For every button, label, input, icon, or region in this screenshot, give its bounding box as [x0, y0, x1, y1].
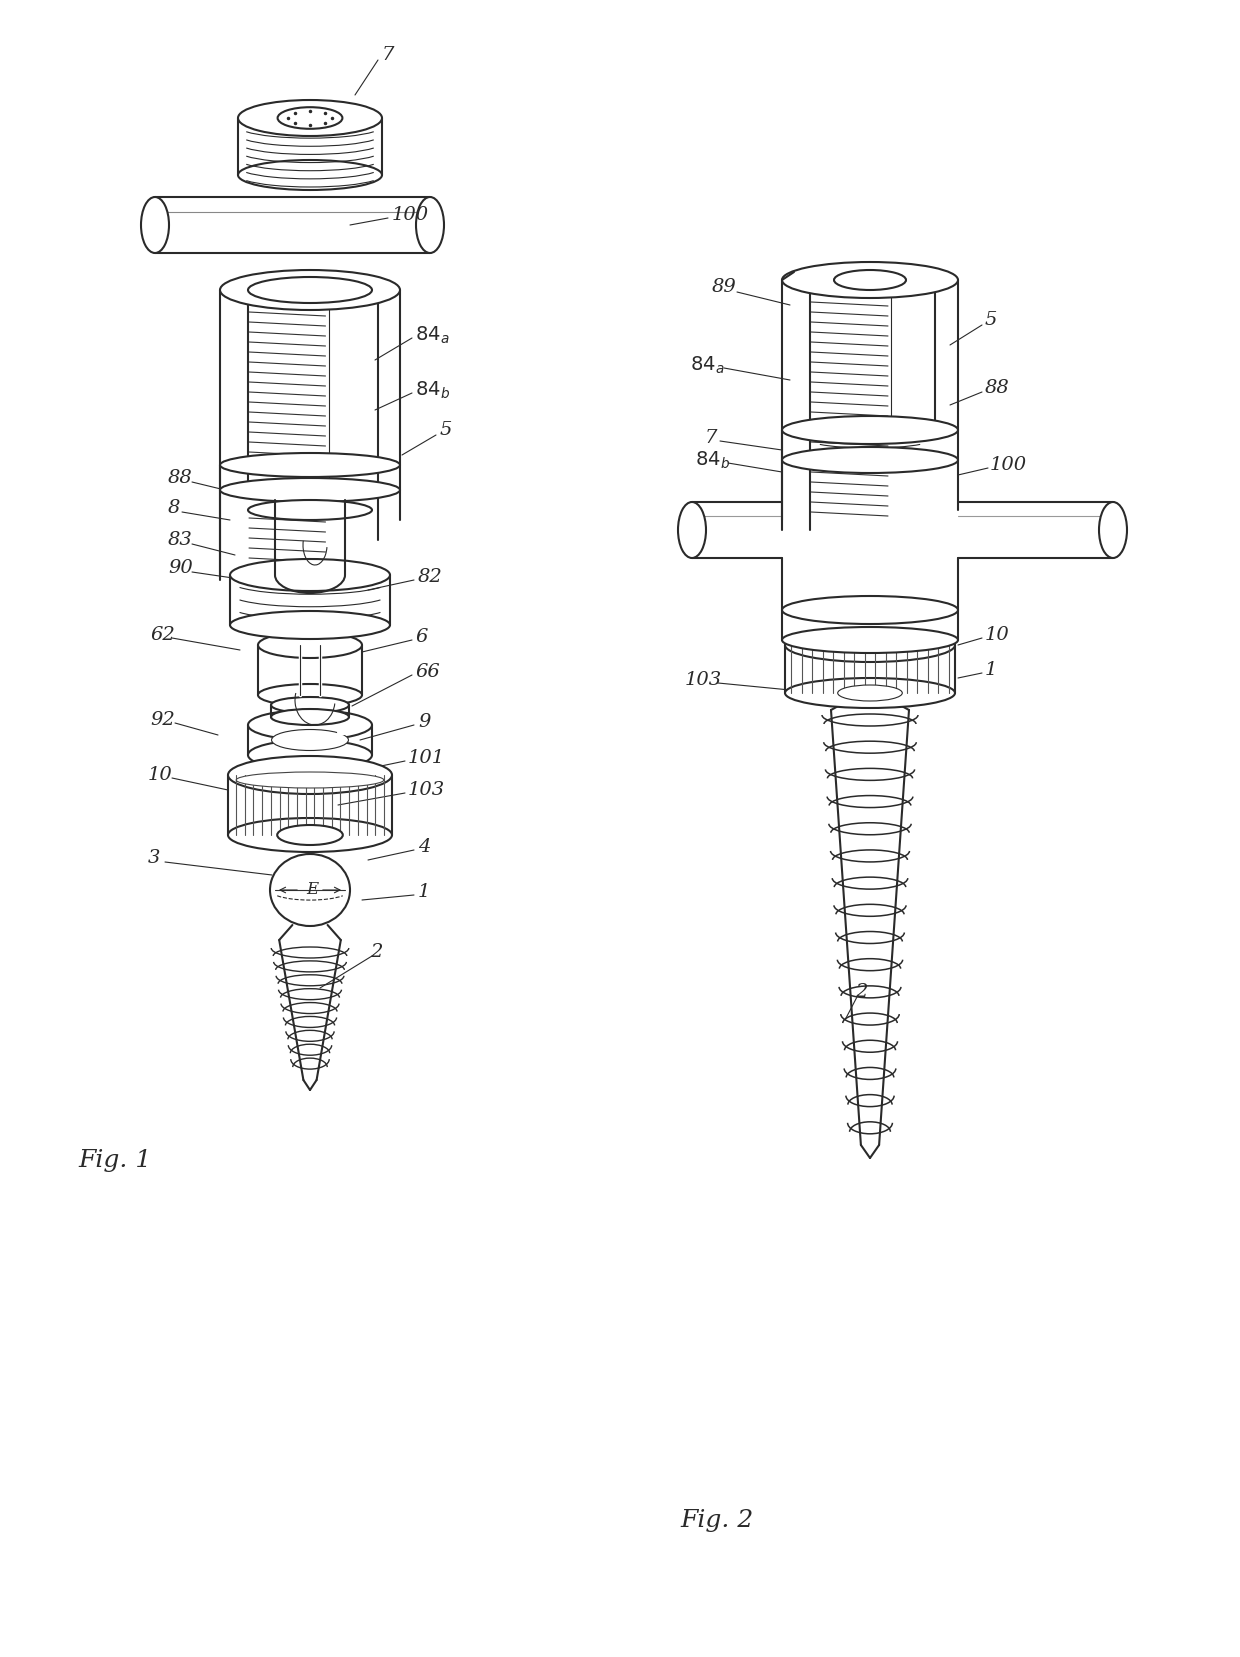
Text: 103: 103: [684, 671, 722, 689]
Text: 5: 5: [440, 421, 453, 439]
Ellipse shape: [219, 477, 401, 502]
Ellipse shape: [782, 447, 959, 472]
Ellipse shape: [141, 197, 169, 254]
Ellipse shape: [228, 819, 392, 852]
Ellipse shape: [785, 678, 955, 708]
Ellipse shape: [782, 416, 959, 444]
Ellipse shape: [782, 262, 959, 298]
Ellipse shape: [278, 825, 342, 845]
Text: Fig. 1: Fig. 1: [78, 1148, 151, 1171]
Ellipse shape: [838, 684, 903, 701]
Ellipse shape: [248, 500, 372, 520]
Text: 7: 7: [706, 429, 718, 447]
Ellipse shape: [248, 709, 372, 741]
Ellipse shape: [782, 597, 959, 625]
Ellipse shape: [415, 197, 444, 254]
Ellipse shape: [248, 277, 372, 303]
Text: 6: 6: [415, 628, 428, 646]
Ellipse shape: [258, 631, 362, 658]
Text: Fig. 2: Fig. 2: [680, 1508, 753, 1531]
Ellipse shape: [835, 270, 906, 290]
Text: 1: 1: [985, 661, 997, 679]
Ellipse shape: [238, 99, 382, 136]
Ellipse shape: [229, 558, 391, 592]
Text: $84_b$: $84_b$: [415, 379, 450, 401]
Ellipse shape: [236, 772, 384, 789]
Text: 88: 88: [985, 379, 1009, 398]
Text: 62: 62: [150, 626, 175, 645]
Ellipse shape: [229, 611, 391, 640]
Ellipse shape: [272, 729, 348, 751]
Text: 66: 66: [415, 663, 440, 681]
Text: 2: 2: [370, 943, 382, 961]
Text: $84_a$: $84_a$: [415, 325, 449, 346]
Text: 90: 90: [167, 558, 192, 577]
Text: 7: 7: [382, 46, 394, 65]
Text: 3: 3: [148, 848, 160, 867]
Text: 92: 92: [150, 711, 175, 729]
Text: 5: 5: [985, 312, 997, 330]
Text: $84_a$: $84_a$: [689, 355, 724, 376]
Text: 8: 8: [167, 499, 180, 517]
Ellipse shape: [678, 502, 706, 558]
Text: 1: 1: [418, 883, 430, 901]
Text: 88: 88: [167, 469, 192, 487]
Ellipse shape: [219, 452, 401, 477]
Ellipse shape: [238, 161, 382, 191]
Text: 4: 4: [418, 838, 430, 857]
Ellipse shape: [270, 853, 350, 926]
Text: 2: 2: [856, 983, 867, 1001]
Text: 101: 101: [408, 749, 445, 767]
Ellipse shape: [258, 684, 362, 706]
Text: 83: 83: [167, 530, 192, 548]
Text: 89: 89: [712, 278, 737, 297]
Text: 9: 9: [418, 713, 430, 731]
Text: E: E: [306, 882, 319, 898]
Text: 82: 82: [418, 568, 443, 587]
Text: 100: 100: [392, 205, 429, 224]
Ellipse shape: [782, 626, 959, 653]
Text: 10: 10: [148, 766, 172, 784]
Ellipse shape: [785, 628, 955, 663]
Ellipse shape: [272, 709, 348, 726]
Ellipse shape: [248, 741, 372, 771]
Ellipse shape: [228, 756, 392, 794]
Ellipse shape: [219, 270, 401, 310]
Text: 10: 10: [985, 626, 1009, 645]
Ellipse shape: [272, 698, 348, 713]
Text: 103: 103: [408, 780, 445, 799]
Text: $84_b$: $84_b$: [694, 449, 730, 471]
Ellipse shape: [278, 108, 342, 129]
Ellipse shape: [1099, 502, 1127, 558]
Text: 100: 100: [990, 456, 1027, 474]
